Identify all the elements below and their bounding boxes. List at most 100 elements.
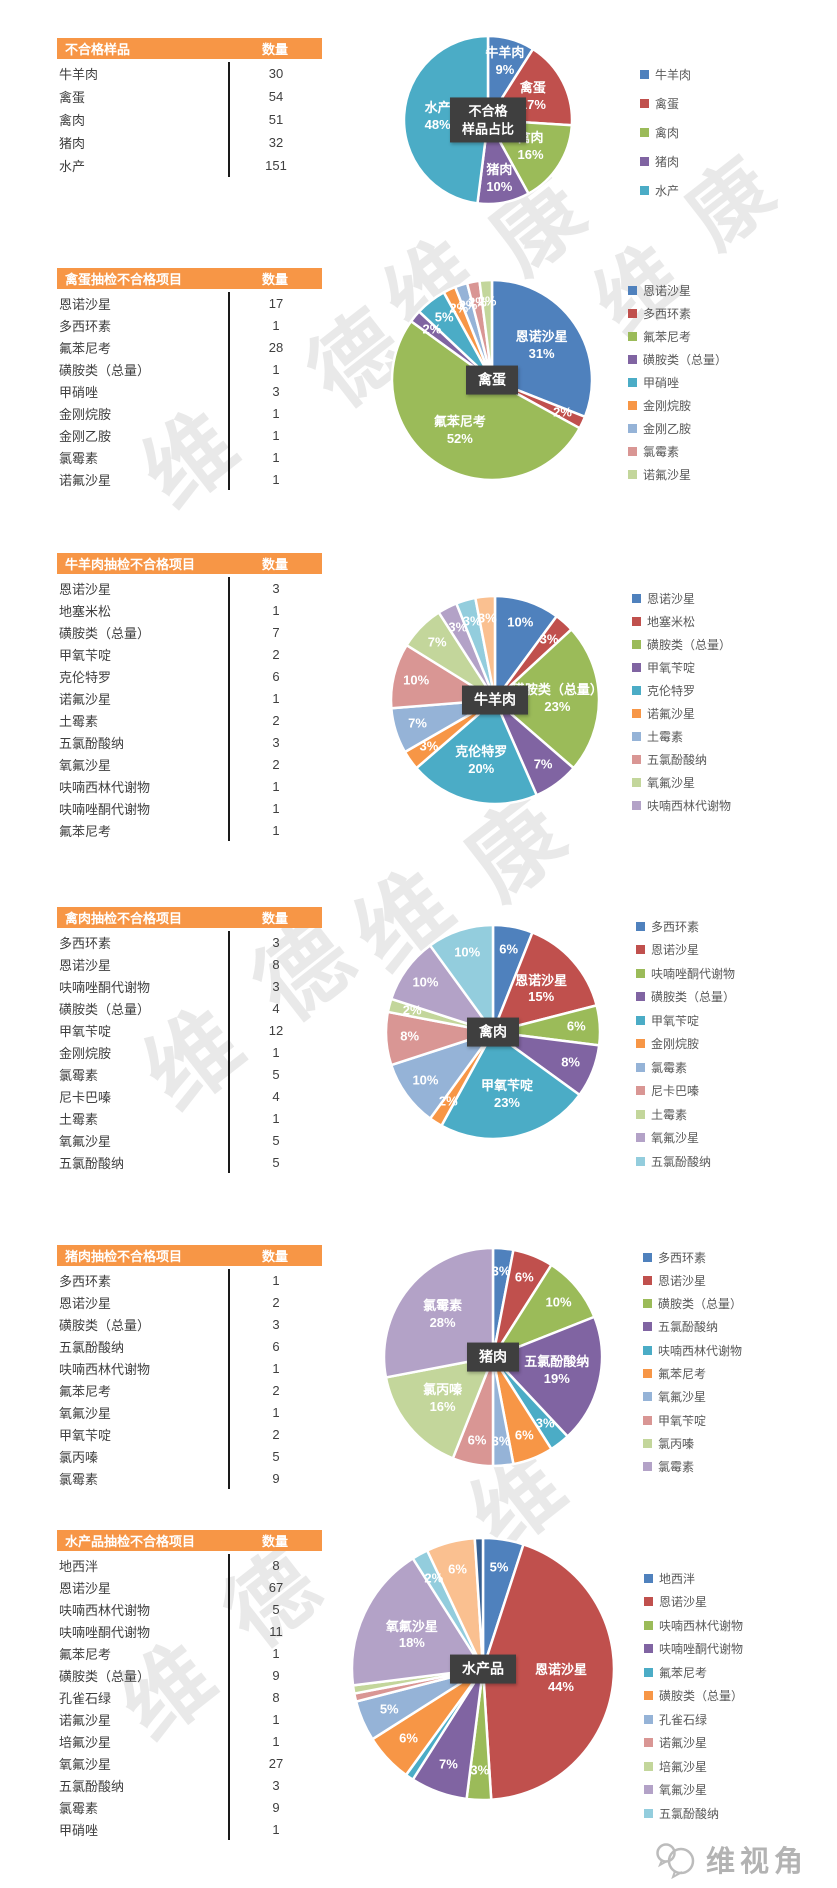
row-value: 3 <box>228 1774 322 1796</box>
row-name: 磺胺类（总量） <box>59 1668 151 1684</box>
row-value: 8 <box>228 1686 322 1708</box>
table-row: 氯霉素 1 <box>57 446 322 468</box>
legend-label: 氯霉素 <box>651 1060 688 1075</box>
legend-item: 恩诺沙星 <box>644 1594 707 1610</box>
row-name: 氯霉素 <box>59 450 99 466</box>
legend-label: 氟苯尼考 <box>643 329 692 344</box>
table-row: 氧氟沙星 2 <box>57 753 322 775</box>
legend-item: 氯丙嗪 <box>643 1435 694 1451</box>
legend-swatch <box>640 69 649 79</box>
row-name: 尼卡巴嗪 <box>59 1089 112 1105</box>
row-name: 恩诺沙星 <box>59 1580 112 1596</box>
row-value: 5 <box>228 1151 322 1173</box>
table-title: 猪肉抽检不合格项目 <box>65 1249 183 1264</box>
row-name: 金刚烷胺 <box>59 1045 112 1061</box>
row-name: 氧氟沙星 <box>59 1133 112 1149</box>
legend-swatch <box>644 1738 653 1747</box>
legend-swatch <box>632 593 641 603</box>
legend-item: 氯霉素 <box>636 1059 687 1075</box>
legend-swatch <box>632 708 641 718</box>
data-table: 禽蛋抽检不合格项目 数量 恩诺沙星 17 多西环素 1 氟苯尼考 28 磺胺类（总量） 1 甲硝唑 3… <box>57 268 322 490</box>
row-value: 1 <box>228 1708 322 1730</box>
table-row: 五氯酚酸纳 3 <box>57 731 322 753</box>
legend-label: 氯丙嗪 <box>658 1436 695 1451</box>
row-name: 甲氧苄啶 <box>59 1023 112 1039</box>
pie-slice <box>478 278 494 382</box>
row-name: 甲硝唑 <box>59 1822 99 1838</box>
legend-swatch <box>632 777 641 787</box>
legend-item: 氧氟沙星 <box>643 1389 706 1405</box>
row-value: 5 <box>228 1129 322 1151</box>
legend-item: 多西环素 <box>643 1249 706 1265</box>
legend-swatch <box>643 1275 652 1285</box>
pie-slice <box>491 931 598 1034</box>
legend-item: 恩诺沙星 <box>643 1272 706 1288</box>
row-name: 磺胺类（总量） <box>59 1317 151 1333</box>
legend-item: 恩诺沙星 <box>632 590 695 606</box>
legend-swatch <box>644 1714 653 1724</box>
legend-label: 氯霉素 <box>658 1460 695 1475</box>
table-row: 呋喃西林代谢物 5 <box>57 1598 322 1620</box>
legend-item: 氧氟沙星 <box>644 1782 707 1798</box>
legend-swatch <box>643 1252 652 1262</box>
table-title: 不合格样品 <box>65 42 131 57</box>
row-value: 1 <box>228 424 322 446</box>
legend-label: 禽蛋 <box>655 96 680 111</box>
table-row: 呋喃唑酮代谢物 3 <box>57 975 322 997</box>
legend-swatch <box>644 1808 653 1818</box>
legend-swatch <box>636 1156 645 1166</box>
legend-label: 多西环素 <box>651 919 700 934</box>
table-row: 土霉素 1 <box>57 1107 322 1129</box>
legend-swatch <box>644 1761 653 1771</box>
pie-slice <box>384 1355 495 1460</box>
table-row: 呋喃唑酮代谢物 1 <box>57 797 322 819</box>
table-row: 多西环素 3 <box>57 931 322 953</box>
row-value: 1 <box>228 797 322 819</box>
row-name: 恩诺沙星 <box>59 296 112 312</box>
row-name: 呋喃西林代谢物 <box>59 1361 151 1377</box>
pie-slice <box>382 1246 495 1379</box>
legend-item: 恩诺沙星 <box>628 282 691 298</box>
legend-label: 诺氟沙星 <box>647 706 696 721</box>
legend-item: 猪肉 <box>640 153 679 169</box>
row-name: 氯霉素 <box>59 1471 99 1487</box>
row-value: 1 <box>228 1269 322 1291</box>
row-value: 17 <box>228 292 322 314</box>
legend-label: 金刚烷胺 <box>651 1037 700 1051</box>
table-header: 猪肉抽检不合格项目 数量 <box>57 1245 322 1266</box>
legend-label: 克伦特罗 <box>647 683 696 698</box>
row-value: 51 <box>228 108 322 131</box>
legend-swatch <box>636 921 645 931</box>
legend-label: 氧氟沙星 <box>659 1783 708 1797</box>
table-row: 氟苯尼考 2 <box>57 1379 322 1401</box>
legend-item: 呋喃唑酮代谢物 <box>636 965 735 981</box>
table-qty-header: 数量 <box>261 557 288 572</box>
row-value: 1 <box>228 599 322 621</box>
row-name: 氯霉素 <box>59 1800 99 1816</box>
legend-item: 地塞米松 <box>632 613 695 629</box>
pie-slice <box>481 1543 616 1801</box>
pie-center-label: 禽蛋 <box>466 365 518 395</box>
row-value: 67 <box>228 1576 322 1598</box>
table-row: 氯霉素 5 <box>57 1063 322 1085</box>
row-name: 五氯酚酸纳 <box>59 735 125 751</box>
legend-item: 金刚烷胺 <box>636 1036 699 1052</box>
row-name: 五氯酚酸纳 <box>59 1155 125 1171</box>
legend-item: 克伦特罗 <box>632 682 695 698</box>
table-row: 恩诺沙星 67 <box>57 1576 322 1598</box>
legend-label: 氧氟沙星 <box>651 1131 700 1145</box>
legend-label: 土霉素 <box>651 1107 688 1122</box>
table-row: 恩诺沙星 17 <box>57 292 322 314</box>
legend-swatch <box>636 1086 645 1095</box>
table-header: 不合格样品 数量 <box>57 38 322 59</box>
table-row: 金刚烷胺 1 <box>57 1041 322 1063</box>
legend-item: 氯霉素 <box>628 443 679 459</box>
legend-item: 牛羊肉 <box>640 66 691 82</box>
row-name: 多西环素 <box>59 318 112 334</box>
table-row: 甲硝唑 1 <box>57 1818 322 1840</box>
legend-swatch <box>628 285 637 295</box>
legend-swatch <box>628 400 637 410</box>
legend-swatch <box>643 1299 652 1309</box>
row-name: 呋喃唑酮代谢物 <box>59 979 151 995</box>
pie-svg <box>389 594 601 806</box>
